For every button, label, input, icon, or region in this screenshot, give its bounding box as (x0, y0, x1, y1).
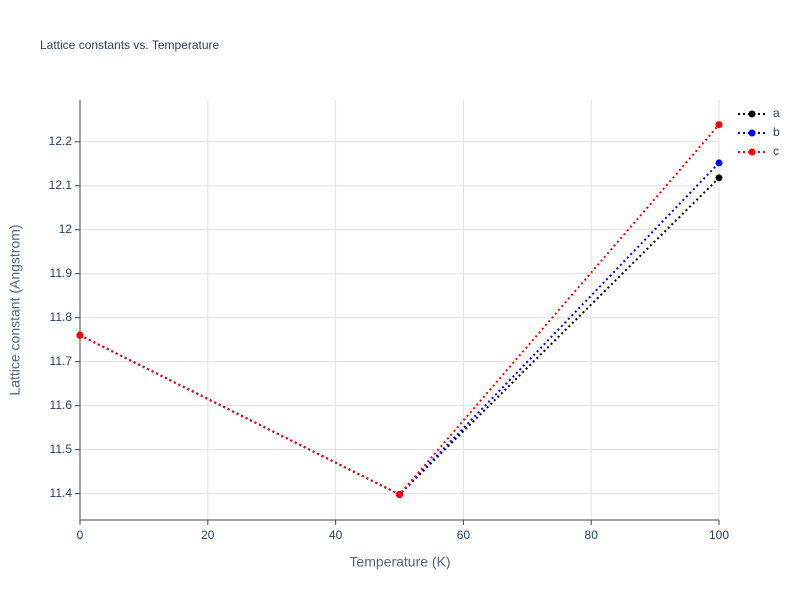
data-point (396, 490, 403, 498)
y-tick-label: 11.8 (50, 310, 73, 324)
legend-label: a (773, 106, 780, 120)
data-point (76, 331, 84, 339)
x-tick-label: 40 (329, 528, 343, 542)
data-point (715, 159, 723, 167)
y-tick-label: 11.7 (50, 354, 73, 368)
series-line (79, 177, 720, 496)
y-tick-label: 12.2 (49, 134, 73, 148)
legend-label: c (773, 144, 779, 158)
chart-title: Lattice constants vs. Temperature (40, 38, 220, 52)
y-axis-label: Lattice constant (Angstrom) (7, 224, 23, 395)
series-line (79, 162, 720, 496)
legend-marker (748, 129, 756, 137)
legend-marker (748, 110, 756, 118)
y-tick-label: 11.6 (50, 398, 73, 412)
legend-marker (748, 148, 756, 156)
legend-label: b (773, 125, 780, 139)
y-tick-label: 11.5 (50, 442, 73, 456)
y-tick-label: 11.4 (50, 486, 73, 500)
x-tick-label: 100 (709, 528, 729, 542)
x-tick-label: 80 (585, 528, 599, 542)
data-point (715, 174, 723, 182)
data-point (715, 121, 723, 129)
y-tick-label: 12.1 (49, 178, 73, 192)
y-tick-label: 11.9 (50, 266, 73, 280)
y-tick-label: 12 (59, 222, 73, 236)
x-tick-label: 20 (201, 528, 215, 542)
x-tick-label: 0 (77, 528, 84, 542)
x-tick-label: 60 (457, 528, 471, 542)
series-line (79, 123, 720, 496)
x-axis-label: Temperature (K) (349, 554, 450, 570)
